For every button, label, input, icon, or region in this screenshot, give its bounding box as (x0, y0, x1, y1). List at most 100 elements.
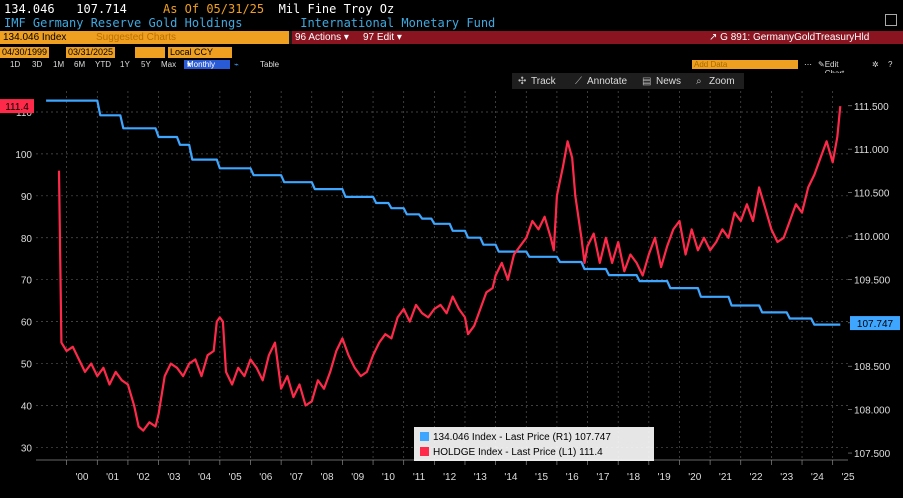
x-tick-label: '11 (413, 472, 426, 483)
x-tick-label: '25 (841, 472, 854, 483)
x-tick-label: '15 (535, 472, 548, 483)
add-data-input[interactable]: Add Data (692, 60, 798, 69)
x-tick-label: '04 (198, 472, 211, 483)
annotate-icon[interactable]: ⟋ (575, 76, 582, 87)
secondary-value: 107.714 (76, 2, 127, 16)
left-last-tag (0, 99, 34, 114)
right-tick-label: 110.000 (854, 232, 890, 243)
range-1m[interactable]: 1M (53, 60, 65, 69)
range-ytd[interactable]: YTD (95, 60, 111, 69)
x-tick-label: '00 (75, 472, 88, 483)
more-icon[interactable]: ⋯ (804, 60, 812, 69)
date-spacer (135, 47, 165, 58)
as-of-label: As Of (162, 2, 200, 16)
actions-menu[interactable]: 96 Actions ▾ (292, 31, 360, 44)
start-date-field[interactable]: 04/30/1999 (0, 47, 50, 58)
range-max[interactable]: Max (161, 60, 177, 69)
x-tick-label: '22 (750, 472, 763, 483)
left-tick-label: 80 (21, 234, 33, 245)
suggested-charts-button[interactable]: Suggested Charts (93, 31, 289, 44)
command-spacer (410, 31, 712, 44)
left-tick-label: 50 (21, 360, 33, 371)
annotate-button[interactable]: Annotate (587, 76, 627, 87)
expand-icon[interactable] (885, 14, 897, 26)
right-last-value: 107.747 (857, 319, 894, 330)
x-tick-label: '23 (780, 472, 793, 483)
actions-icon: 96 (295, 32, 309, 43)
right-tick-label: 111.500 (854, 102, 889, 113)
title-row: IMF Germany Reserve Gold Holdings Intern… (4, 16, 495, 30)
right-last-tag (850, 316, 900, 331)
edit-chart-button[interactable]: ✎ Edit Chart (818, 60, 844, 78)
table-button[interactable]: Table (260, 60, 280, 69)
currency-select[interactable]: Local CCY (168, 47, 232, 58)
legend-entry-red: HOLDGE Index - Last Price (L1) 111.4 (433, 447, 603, 458)
date-bar: 04/30/1999 03/31/2025 Local CCY (0, 47, 903, 58)
chart-tools: ✣ Track ⟋ Annotate ▤ News ⌕ Zoom (512, 73, 744, 89)
x-tick-label: '03 (167, 472, 180, 483)
news-button[interactable]: News (656, 76, 681, 87)
chart-id-label: G 891: GermanyGoldTreasuryHld (720, 32, 870, 43)
left-tick-label: 30 (21, 443, 33, 454)
right-tick-label: 108.500 (854, 362, 891, 373)
header-row: 134.046 107.714 As Of 05/31/25 Mil Fine … (4, 2, 394, 16)
x-tick-label: '12 (443, 472, 456, 483)
x-tick-label: '16 (566, 472, 579, 483)
range-6m[interactable]: 6M (74, 60, 86, 69)
settings-icon[interactable]: ✲ (872, 60, 879, 69)
frequency-label: Monthly (187, 60, 216, 69)
frequency-select[interactable]: Monthly ▾ (184, 60, 230, 69)
range-3d[interactable]: 3D (32, 60, 43, 69)
x-tick-label: '14 (504, 472, 517, 483)
chart: '00 '01 '02 '03 '04 '05 '06 '07 '08 '09 '10 '11 '12 '… (0, 73, 903, 498)
as-of-date: 05/31/25 (206, 2, 265, 16)
legend-entry-blue: 134.046 Index - Last Price (R1) 107.747 (433, 432, 611, 443)
legend-background (414, 427, 654, 461)
legend-swatch-red (420, 447, 429, 456)
range-1d[interactable]: 1D (10, 60, 21, 69)
right-tick-label: 107.500 (854, 449, 891, 460)
edit-label: Edit (376, 32, 395, 43)
edit-menu[interactable]: 97 Edit ▾ (360, 31, 414, 44)
command-bar: 134.046 Index Suggested Charts 96 Action… (0, 31, 903, 44)
range-1y[interactable]: 1Y (120, 60, 130, 69)
right-tick-label: 109.500 (854, 275, 891, 286)
tools-background (512, 73, 744, 89)
x-tick-label: '17 (596, 472, 609, 483)
left-tick-label: 70 (21, 276, 33, 287)
help-icon[interactable]: ? (888, 60, 893, 69)
range-5y[interactable]: 5Y (141, 60, 151, 69)
left-tick-label: 40 (21, 401, 33, 412)
x-axis: '00 '01 '02 '03 '04 '05 '06 '07 '08 '09 '10 '11 '12 '… (36, 459, 855, 483)
track-icon[interactable]: ✣ (518, 76, 526, 87)
right-tick-label: 108.000 (854, 406, 891, 417)
track-button[interactable]: Track (531, 76, 557, 87)
series-layer (46, 99, 842, 432)
right-tick-label: 110.500 (854, 189, 890, 200)
left-last-value: 111.4 (5, 102, 29, 113)
left-tick-label: 60 (21, 318, 33, 329)
line-chart-icon[interactable]: ⌁ (234, 60, 239, 69)
holdge-series-line (57, 105, 842, 432)
zoom-button[interactable]: Zoom (709, 76, 735, 87)
x-tick-label: '08 (321, 472, 334, 483)
ticker-field[interactable]: 134.046 Index (0, 31, 94, 44)
last-value: 134.046 (4, 2, 55, 16)
zoom-icon[interactable]: ⌕ (696, 76, 702, 87)
legend: 134.046 Index - Last Price (R1) 107.747 … (414, 427, 654, 461)
x-tick-label: '07 (290, 472, 303, 483)
x-tick-label: '10 (382, 472, 395, 483)
right-tick-label: 111.000 (854, 145, 889, 156)
x-tick-label: '13 (474, 472, 487, 483)
x-tick-label: '05 (229, 472, 242, 483)
x-tick-label: '01 (106, 472, 119, 483)
news-icon[interactable]: ▤ (642, 76, 651, 87)
chart-title: IMF Germany Reserve Gold Holdings (4, 16, 243, 30)
edit-icon: 97 (363, 32, 377, 43)
end-date-field[interactable]: 03/31/2025 (66, 47, 116, 58)
chart-id-field[interactable]: ↗ G 891: GermanyGoldTreasuryHld (706, 31, 903, 44)
x-tick-label: '21 (719, 472, 732, 483)
x-tick-label: '24 (811, 472, 824, 483)
gridlines (36, 91, 848, 460)
x-tick-label: '18 (627, 472, 640, 483)
